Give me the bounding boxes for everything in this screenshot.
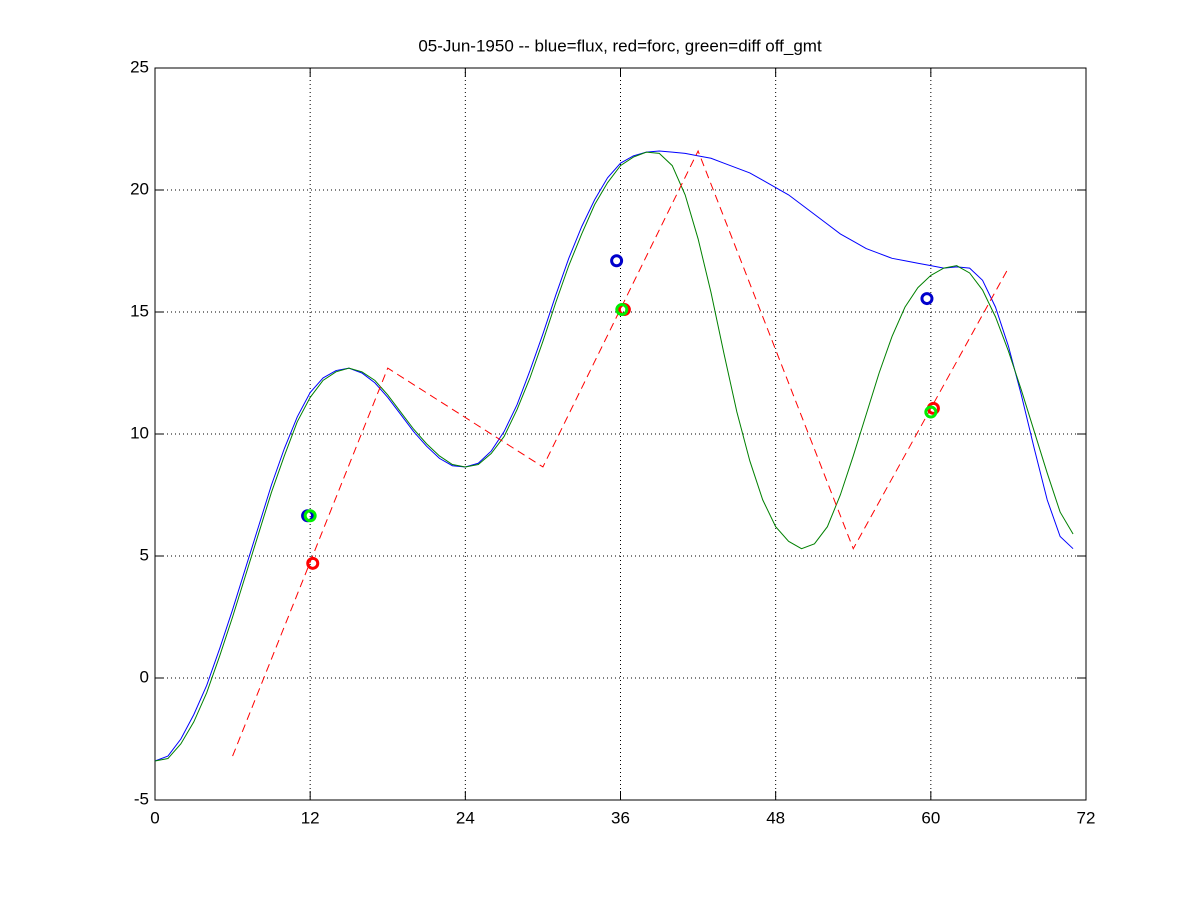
y-tick-label: 15 (130, 301, 149, 320)
x-tick-label: 72 (1077, 808, 1096, 827)
series-line (154, 151, 1074, 762)
x-tick-label: 36 (611, 808, 630, 827)
plot-area (155, 68, 1086, 800)
marker (610, 254, 624, 268)
y-tick-label: -5 (134, 789, 149, 808)
chart-title: 05-Jun-1950 -- blue=flux, red=forc, gree… (418, 36, 822, 55)
marker (303, 509, 317, 523)
y-tick-label: 20 (130, 179, 149, 198)
y-tick-label: 0 (140, 667, 149, 686)
x-tick-label: 24 (456, 808, 475, 827)
series-line (154, 150, 1074, 762)
marker (306, 556, 320, 570)
y-tick-label: 10 (130, 423, 149, 442)
marker (924, 405, 938, 419)
x-tick-label: 0 (150, 808, 159, 827)
y-tick-label: 25 (130, 57, 149, 76)
axes-box (154, 67, 1087, 801)
x-tick-label: 12 (301, 808, 320, 827)
y-tick-label: 5 (140, 545, 149, 564)
marker (920, 292, 934, 306)
x-tick-label: 48 (766, 808, 785, 827)
series-line (232, 149, 1009, 757)
marker (615, 303, 629, 317)
x-tick-label: 60 (921, 808, 940, 827)
